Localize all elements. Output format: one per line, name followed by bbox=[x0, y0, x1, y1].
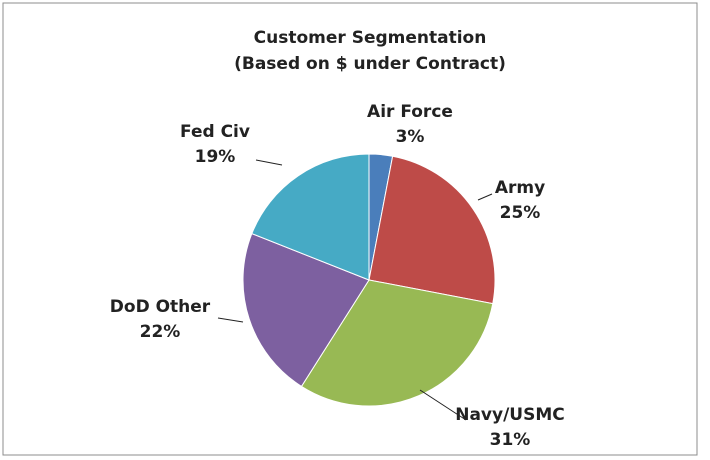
leader-line bbox=[255, 159, 283, 166]
leader-line bbox=[419, 389, 467, 421]
slice-value-label: 31% bbox=[490, 430, 531, 450]
slice-value-label: 22% bbox=[140, 322, 181, 342]
leader-line bbox=[217, 317, 244, 323]
pie-slice bbox=[242, 232, 370, 388]
slice-label: DoD Other bbox=[110, 297, 211, 317]
slice-value-label: 19% bbox=[195, 147, 236, 167]
pie-slice bbox=[368, 155, 496, 305]
chart-subtitle: (Based on $ under Contract) bbox=[234, 54, 506, 74]
slice-value-label: 3% bbox=[396, 127, 425, 147]
slice-label: Army bbox=[495, 178, 545, 198]
chart-title: Customer Segmentation bbox=[254, 28, 487, 48]
slice-label: Fed Civ bbox=[180, 122, 250, 142]
pie-slice bbox=[251, 153, 370, 281]
slice-label: Air Force bbox=[367, 102, 453, 122]
leader-line bbox=[477, 193, 493, 201]
slice-label: Navy/USMC bbox=[455, 405, 565, 425]
slice-value-label: 25% bbox=[500, 203, 541, 223]
